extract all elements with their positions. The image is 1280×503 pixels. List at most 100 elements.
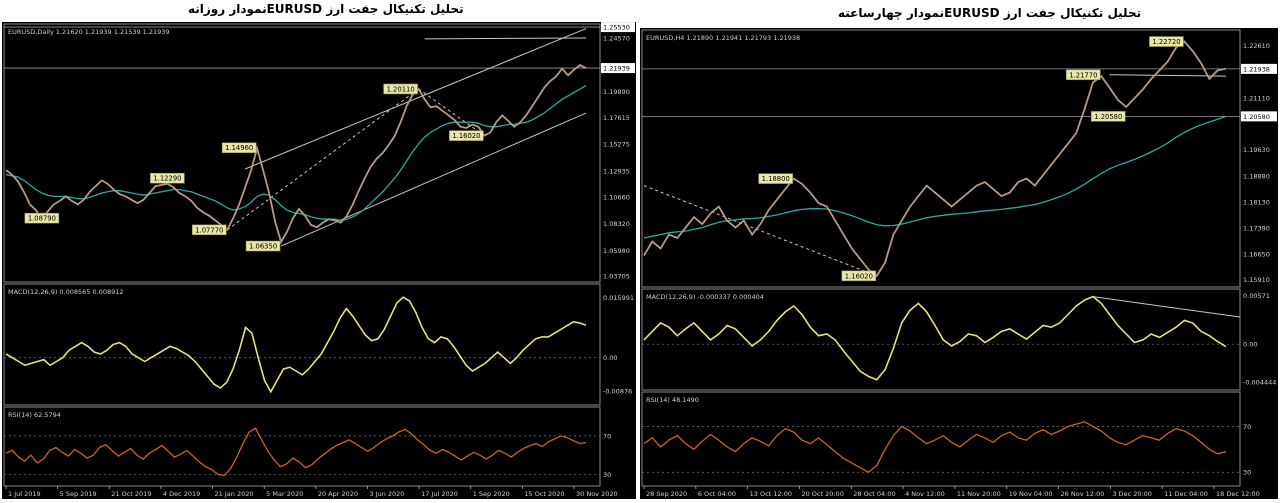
x-tick-label: 3 Dec 20:00 [1112, 490, 1152, 498]
macd-tick-label: -0.00876 [603, 387, 632, 395]
price-tick-label: 1.17615 [603, 114, 630, 122]
x-tick-label: 5 Mar 2020 [266, 490, 303, 498]
price-tick-label: 1.21110 [1243, 94, 1270, 102]
rsi-tick-label: 30 [1243, 469, 1251, 477]
price-tick-label: 1.21938 [1243, 65, 1270, 73]
rsi-line [643, 421, 1227, 473]
x-tick-label: 30 Nov 2020 [576, 490, 618, 498]
symbol-header: EURUSD,H4 1.21890 1.21941 1.21793 1.2193… [646, 34, 800, 42]
macd-tick-label: 0.015991 [603, 294, 634, 302]
x-tick-label: 4 Dec 2019 [163, 490, 200, 498]
price-label: 1.20110 [387, 85, 415, 93]
x-tick-label: 1 Sep 2020 [473, 490, 510, 498]
x-tick-label: 26 Nov 12:00 [1061, 490, 1105, 498]
price-label-box [383, 83, 418, 95]
x-tick-label: 1 Jul 2019 [8, 490, 41, 498]
x-tick-label: 13 Oct 12:00 [750, 490, 792, 498]
price-label: 1.16020 [845, 272, 873, 280]
price-tick-label: 1.12935 [603, 167, 630, 175]
price-tick-label: 1.22610 [1243, 42, 1270, 50]
price-tick-highlight [601, 22, 635, 33]
trend-line-3 [418, 88, 485, 137]
rsi-line [5, 427, 587, 477]
price-label: 1.14960 [225, 144, 253, 152]
price-label: 1.21770 [1069, 71, 1097, 79]
x-tick-label: 28 Sep 2020 [646, 490, 687, 498]
price-tick-label: 1.21939 [603, 65, 630, 73]
macd-label: MACD(12,26,9) 0.008565 0.008912 [8, 288, 124, 296]
price-label-box [150, 172, 185, 184]
x-tick-label: 3 Jun 2020 [369, 490, 404, 498]
price-tick-highlight [601, 63, 635, 74]
price-label-box [24, 212, 60, 224]
panel-frame-0 [641, 29, 1241, 288]
moving-average-line [5, 85, 587, 222]
x-tick-label: 19 Nov 04:00 [1009, 490, 1053, 498]
macd-tick-label: -0.004444 [1243, 378, 1276, 386]
price-tick-label: 1.05980 [603, 247, 630, 255]
price-label-box [245, 240, 281, 252]
price-label-box [449, 130, 484, 141]
chart-title-daily: تحلیل تکنیکال جفت ارز EURUSDنمودار روزان… [188, 2, 464, 16]
price-tick-label: 1.08320 [603, 220, 630, 228]
price-tick-label: 1.25530 [603, 24, 630, 32]
daily-chart: EURUSD,Daily 1.21620 1.21939 1.21539 1.2… [2, 22, 636, 499]
trend-line-2 [226, 88, 419, 231]
macd-trend-line [1092, 296, 1241, 318]
panel-frame-2 [3, 406, 601, 487]
price-label: 1.18800 [762, 175, 790, 183]
x-tick-label: 15 Oct 2020 [524, 490, 564, 498]
price-line [643, 40, 1227, 278]
chart-title-h4: تحلیل تکنیکال جفت ارز EURUSDنمودار چهارس… [838, 6, 1142, 20]
price-tick-label: 1.15910 [1243, 276, 1270, 284]
x-tick-label: 6 Oct 04:00 [698, 490, 736, 498]
price-label-box [841, 270, 877, 282]
price-tick-label: 1.10660 [603, 193, 630, 201]
price-tick-label: 1.24570 [603, 35, 630, 43]
macd-tick-label: 0.00571 [1243, 292, 1270, 300]
x-tick-label: 4 Nov 12:00 [905, 490, 945, 498]
rsi-tick-label: 70 [1243, 423, 1251, 431]
trend-line-4 [424, 37, 587, 40]
price-tick-label: 1.03705 [603, 273, 630, 281]
price-label: 1.12290 [153, 175, 181, 183]
price-tick-label: 1.18130 [1243, 199, 1270, 207]
macd-tick-label: 0.00 [603, 354, 617, 362]
price-tick-highlight [1241, 63, 1277, 74]
price-label: 1.07770 [195, 226, 223, 234]
h4-chart: EURUSD,H4 1.21890 1.21941 1.21793 1.2193… [640, 28, 1278, 499]
x-tick-label: 11 Dec 04:00 [1164, 490, 1208, 498]
x-tick-label: 28 Oct 04:00 [853, 490, 895, 498]
x-tick-label: 5 Sep 2019 [60, 490, 97, 498]
rsi-label: RSI(14) 62.5794 [8, 411, 61, 419]
price-label-box [221, 142, 257, 154]
x-tick-label: 11 Nov 20:00 [957, 490, 1001, 498]
price-label-box [758, 173, 793, 184]
x-tick-label: 21 Oct 2019 [111, 490, 151, 498]
trend-line-0 [244, 28, 587, 170]
price-label: 1.16020 [452, 132, 480, 140]
x-tick-label: 20 Oct 20:00 [801, 490, 843, 498]
price-tick-label: 1.15275 [603, 141, 630, 149]
rsi-tick-label: 30 [603, 471, 611, 479]
price-label: 1.20580 [1094, 113, 1122, 121]
panel-frame-0 [3, 23, 601, 283]
panel-frame-1 [3, 283, 601, 406]
trend-line-1 [280, 112, 587, 247]
price-label-box [1065, 69, 1101, 81]
x-tick-label: 20 Apr 2020 [318, 490, 358, 498]
price-label: 1.06350 [249, 243, 277, 251]
price-label: 1.08790 [28, 215, 56, 223]
price-tick-label: 1.19890 [603, 88, 630, 96]
price-tick-label: 1.19630 [1243, 146, 1270, 154]
price-tick-label: 1.17390 [1243, 224, 1270, 232]
moving-average-line [643, 115, 1227, 239]
symbol-header: EURUSD,Daily 1.21620 1.21939 1.21539 1.2… [8, 28, 170, 36]
rsi-label: RSI(14) 48.1490 [646, 396, 699, 404]
price-tick-highlight [1241, 111, 1277, 122]
price-tick-label: 1.16650 [1243, 250, 1270, 258]
price-tick-label: 1.18880 [1243, 172, 1270, 180]
price-label-box [1090, 111, 1126, 122]
x-tick-label: 17 Jul 2020 [421, 490, 458, 498]
x-tick-label: 18 Dec 12:00 [1216, 490, 1260, 498]
